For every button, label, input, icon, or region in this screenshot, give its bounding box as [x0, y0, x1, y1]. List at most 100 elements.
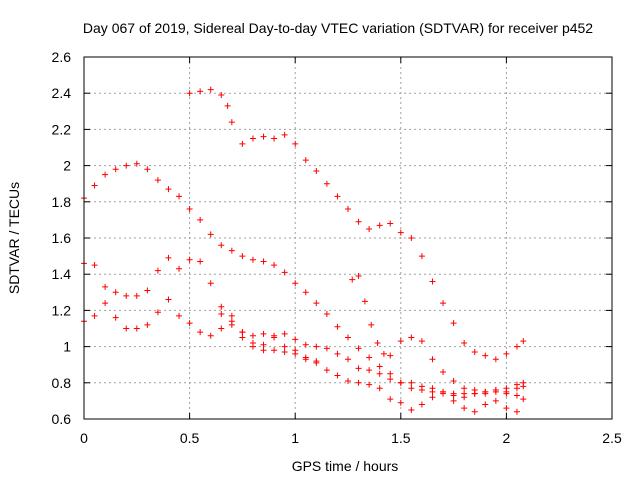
data-point — [112, 314, 119, 321]
data-point — [461, 339, 468, 346]
data-point — [513, 392, 520, 399]
grid-lines — [84, 57, 612, 419]
data-point — [313, 168, 320, 175]
data-point — [91, 312, 98, 319]
data-point — [197, 258, 204, 265]
data-point — [334, 372, 341, 379]
data-point — [397, 379, 404, 386]
data-point — [91, 182, 98, 189]
data-point — [387, 370, 394, 377]
data-point — [165, 296, 172, 303]
data-point — [186, 206, 193, 213]
data-point — [144, 287, 151, 294]
data-point — [207, 231, 214, 238]
data-point — [218, 92, 225, 99]
data-point — [355, 365, 362, 372]
data-point — [260, 330, 267, 337]
data-point — [228, 312, 235, 319]
data-point — [440, 388, 447, 395]
data-point — [345, 206, 351, 213]
data-point — [418, 383, 425, 390]
data-point — [218, 325, 225, 332]
data-point — [408, 379, 415, 386]
data-point — [366, 367, 373, 374]
data-point — [292, 280, 299, 287]
data-point — [492, 397, 499, 404]
data-point — [165, 186, 172, 193]
data-point — [313, 359, 320, 366]
data-point — [207, 86, 214, 93]
data-point — [418, 338, 425, 345]
data-point — [165, 254, 172, 261]
data-point — [239, 253, 246, 260]
x-tick-label: 2.5 — [602, 430, 622, 446]
data-point — [471, 349, 478, 356]
data-point — [218, 311, 225, 318]
data-point — [482, 388, 489, 395]
x-tick-label: 2 — [503, 430, 511, 446]
data-point — [503, 388, 510, 395]
series-satellite-trace-B — [186, 86, 527, 363]
series-satellite-trace-F — [349, 273, 527, 395]
data-point — [218, 303, 225, 310]
data-point — [133, 292, 140, 299]
data-point — [186, 90, 193, 97]
data-point — [323, 345, 330, 352]
data-point — [440, 300, 447, 307]
data-point — [380, 350, 387, 357]
data-point — [323, 180, 330, 187]
data-point — [313, 300, 320, 307]
data-point — [376, 222, 383, 229]
x-tick-label: 1 — [291, 430, 299, 446]
y-tick-label: 1.2 — [52, 302, 72, 318]
axes: 0.6 0.8 1 1.2 1.4 1.6 1.8 2 2.2 2.4 2.6 0 0.5 1 1.5 2 2.… — [52, 49, 622, 446]
data-point — [260, 133, 267, 140]
data-point — [450, 320, 457, 327]
data-point — [345, 334, 351, 341]
data-point — [376, 370, 383, 377]
data-point — [260, 347, 267, 354]
data-point — [176, 265, 183, 272]
data-point — [520, 396, 527, 403]
data-point — [361, 298, 368, 305]
data-point — [102, 300, 109, 307]
y-axis-label: SDTVAR / TECUs — [6, 182, 22, 294]
x-axis-label: GPS time / hours — [292, 458, 399, 474]
data-point — [144, 321, 151, 328]
data-point — [302, 157, 309, 164]
data-point — [281, 349, 288, 356]
y-tick-label: 0.6 — [52, 411, 72, 427]
data-point — [292, 350, 299, 357]
data-point — [368, 321, 375, 328]
y-tick-label: 1.6 — [52, 230, 72, 246]
data-point — [461, 405, 468, 412]
y-tick-label: 0.8 — [52, 375, 72, 391]
x-tick-label: 1.5 — [391, 430, 411, 446]
data-point — [239, 329, 246, 336]
data-point — [197, 88, 204, 95]
data-point — [123, 162, 130, 169]
data-point — [271, 347, 278, 354]
data-point — [292, 336, 299, 343]
y-tick-label: 1.8 — [52, 194, 72, 210]
data-point — [260, 341, 267, 348]
data-point — [271, 332, 278, 339]
data-point — [374, 339, 381, 346]
data-point — [102, 171, 109, 178]
data-point — [123, 325, 130, 332]
data-point — [418, 401, 425, 408]
data-point — [186, 256, 193, 263]
data-point — [112, 166, 119, 173]
data-point — [503, 405, 510, 412]
chart-title: Day 067 of 2019, Sidereal Day-to-day VTE… — [83, 20, 593, 36]
data-point — [334, 323, 341, 330]
data-point — [218, 242, 225, 249]
y-tick-label: 2 — [63, 158, 71, 174]
data-point — [408, 235, 415, 241]
data-point — [249, 256, 256, 263]
data-points — [81, 86, 527, 415]
data-point — [292, 140, 299, 147]
y-tick-label: 1 — [63, 339, 71, 355]
data-point — [271, 135, 278, 142]
